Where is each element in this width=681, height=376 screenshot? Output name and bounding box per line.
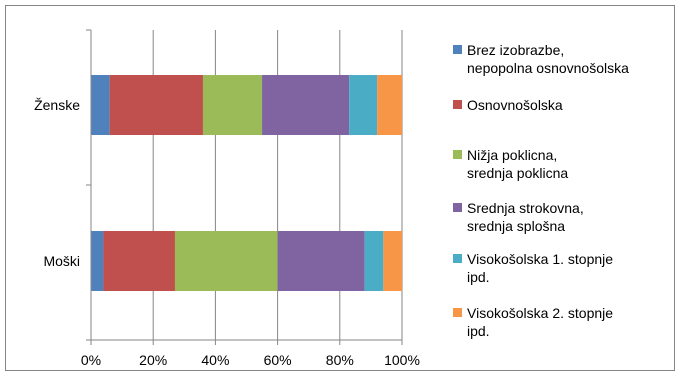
legend-swatch: [453, 203, 462, 212]
bar-segment: [109, 75, 203, 135]
bar-segment: [174, 231, 278, 291]
bar-segment: [91, 75, 110, 135]
x-tick-label: 100%: [384, 352, 420, 368]
x-tick-label: 80%: [326, 352, 354, 368]
legend-swatch: [453, 254, 462, 263]
bar-segment: [202, 75, 263, 135]
legend-label: Srednja strokovna, srednja splošna: [467, 200, 584, 234]
bar-segment: [377, 75, 402, 135]
category-labels: Ženske Moški: [34, 97, 80, 269]
bar-segment: [277, 231, 365, 291]
x-tick-label: 60%: [264, 352, 292, 368]
x-tick-label: 0%: [81, 352, 101, 368]
legend-swatch: [453, 45, 462, 54]
chart-frame: [5, 5, 675, 371]
bar-segment: [262, 75, 350, 135]
legend-label: Osnovnošolska: [467, 97, 563, 113]
bars: [91, 75, 402, 291]
category-label: Moški: [43, 253, 80, 269]
legend-swatch: [453, 150, 462, 159]
category-label: Ženske: [34, 97, 80, 113]
legend-swatch: [453, 308, 462, 317]
x-tick-labels: 0% 20% 40% 60% 80% 100%: [81, 352, 420, 368]
legend-label: Visokošolska 2. stopnje ipd.: [467, 305, 613, 339]
bar-segment: [91, 231, 104, 291]
axes: [86, 29, 403, 345]
legend-label: Brez izobrazbe, nepopolna osnovnošolska: [467, 42, 629, 76]
bar-segment: [364, 231, 384, 291]
bar-segment: [383, 231, 402, 291]
x-tick-label: 20%: [139, 352, 167, 368]
legend-label: Nižja poklicna, srednja poklicna: [467, 147, 568, 181]
legend: Brez izobrazbe, nepopolna osnovnošolska Os…: [453, 42, 629, 339]
bar-segment: [103, 231, 175, 291]
legend-swatch: [453, 100, 462, 109]
bar-segment: [349, 75, 378, 135]
x-tick-label: 40%: [201, 352, 229, 368]
legend-label: Visokošolska 1. stopnje ipd.: [467, 251, 613, 285]
